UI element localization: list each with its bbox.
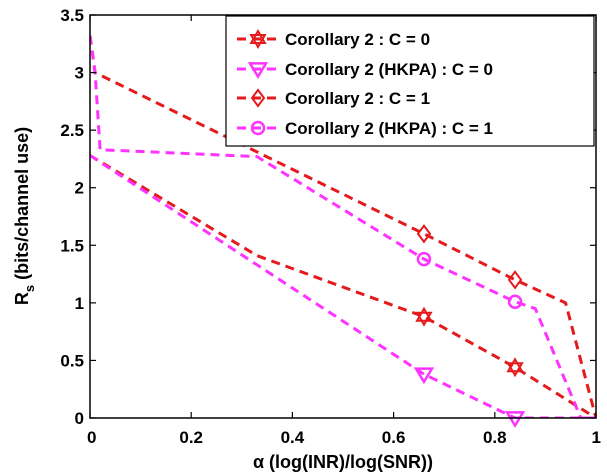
legend: Corollary 2 : C = 0 Corollary 2 (HKPA) : … [225,15,595,147]
plot-frame [89,14,597,419]
data-point-circle [416,251,432,267]
x-tick-label: 0 [87,428,96,447]
y-tick-label: 3 [75,64,84,83]
x-tick-label: 0.8 [483,428,507,447]
data-point-star [506,357,524,378]
data-point-triangle-down [413,367,435,385]
y-tick-label: 3.5 [60,6,84,25]
data-point-diamond [507,270,523,290]
legend-entry: Corollary 2 (HKPA) : C = 1 [237,119,493,138]
y-tick-label: 0 [75,409,84,428]
y-tick-label: 1 [75,294,84,313]
series-layer [90,35,596,418]
legend-marker-diamond [250,88,266,108]
legend-label: Corollary 2 : C = 0 [285,30,430,49]
legend-marker-circle [250,120,266,136]
x-axis-ticks: 0 0.2 0.4 0.6 0.8 1 [87,15,601,447]
legend-label: Corollary 2 (HKPA) : C = 1 [285,119,493,138]
legend-entry: Corollary 2 (HKPA) : C = 0 [237,60,493,80]
data-point-star [415,306,433,327]
x-tick-label: 0.4 [281,428,305,447]
y-tick-label: 1.5 [60,236,84,255]
y-tick-label: 2.5 [60,121,84,140]
x-tick-label: 0.6 [382,428,406,447]
series-line-1 [90,154,596,418]
marker-layer [413,224,526,429]
y-axis-label-rest: (bits/channel use) [12,127,32,285]
data-point-diamond [416,224,432,244]
x-axis-label: α (log(INR)/log(SNR)) [253,452,433,472]
legend-marker-triangle-down [247,62,269,80]
y-tick-label: 2 [75,179,84,198]
y-axis-label: Rs (bits/channel use) [12,127,37,305]
y-axis-label-main: R [12,292,32,305]
series-line-3 [90,35,596,418]
y-axis-ticks: 0 0.5 1 1.5 2 2.5 3 3.5 [60,6,596,428]
legend-entry: Corollary 2 : C = 1 [237,88,430,108]
data-point-triangle-down [504,411,526,429]
legend-entry: Corollary 2 : C = 0 [237,28,430,50]
legend-label: Corollary 2 (HKPA) : C = 0 [285,60,493,79]
legend-box [225,15,595,147]
svg-text:Rs (bits/channel use): Rs (bits/channel use) [12,127,37,305]
y-axis-label-sub: s [22,285,37,292]
y-tick-label: 0.5 [60,351,84,370]
x-tick-label: 0.2 [179,428,203,447]
x-tick-label: 1 [592,428,601,447]
legend-marker-star [249,28,267,50]
data-point-circle [507,294,523,309]
legend-label: Corollary 2 : C = 1 [285,89,430,108]
